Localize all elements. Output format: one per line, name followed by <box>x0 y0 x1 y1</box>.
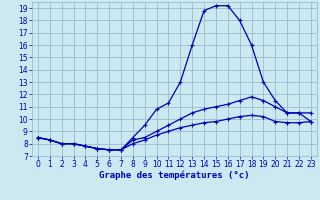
X-axis label: Graphe des températures (°c): Graphe des températures (°c) <box>99 171 250 180</box>
